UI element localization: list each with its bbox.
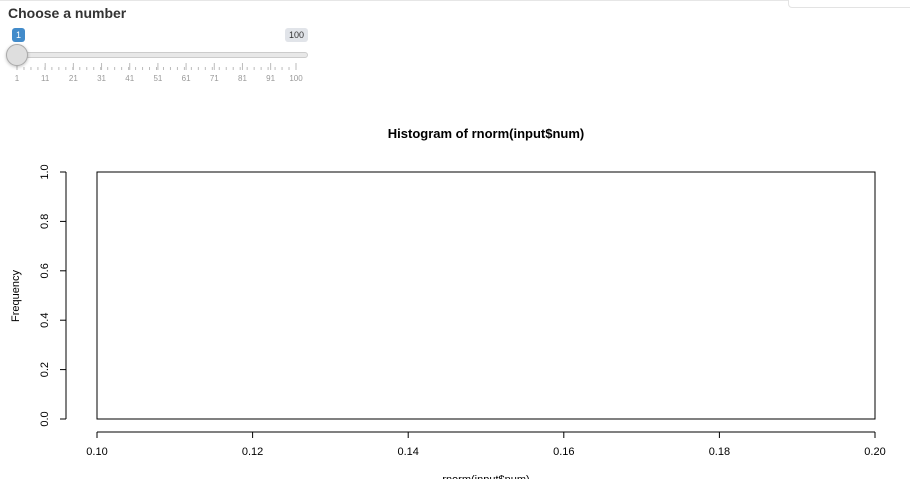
slider-tick-label: 71	[210, 74, 219, 83]
top-divider	[0, 0, 910, 1]
slider-tick-label: 11	[41, 74, 50, 83]
slider-tick-label: 81	[238, 74, 247, 83]
slider-tick-label: 41	[125, 74, 134, 83]
slider-value-badge: 1	[12, 28, 26, 42]
x-tick-label: 0.14	[397, 446, 418, 458]
slider-tick-label: 21	[69, 74, 78, 83]
number-slider[interactable]: 1 100 1 11 21 31 41 51 61 71 81 91 100	[0, 26, 320, 90]
x-tick-label: 0.18	[709, 446, 730, 458]
histogram-bar	[96, 171, 876, 420]
y-tick-label: 0.8	[39, 214, 51, 229]
y-tick-label: 0.4	[39, 313, 51, 328]
slider-input-label: Choose a number	[8, 5, 127, 21]
y-tick-label: 0.0	[39, 411, 51, 426]
histogram-chart: Histogram of rnorm(input$num) 0.10 0.12 0.1…	[10, 126, 886, 479]
y-tick-label: 1.0	[39, 164, 51, 179]
x-tick-label: 0.16	[553, 446, 574, 458]
slider-tick-label: 1	[15, 74, 20, 83]
slider-tick-label: 51	[153, 74, 162, 83]
x-tick-label: 0.12	[242, 446, 263, 458]
slider-max-badge: 100	[285, 28, 309, 42]
slider-tick-label: 61	[182, 74, 191, 83]
slider-tick-label: 100	[289, 74, 303, 83]
chart-title: Histogram of rnorm(input$num)	[388, 126, 584, 141]
x-tick-label: 0.20	[864, 446, 885, 458]
x-tick-label: 0.10	[86, 446, 107, 458]
y-axis-label: Frequency	[10, 270, 22, 322]
top-right-panel	[788, 0, 910, 8]
slider-handle[interactable]	[6, 44, 28, 66]
slider-tick-label: 31	[97, 74, 106, 83]
y-tick-label: 0.6	[39, 263, 51, 278]
x-axis-label: rnorm(input$num)	[442, 474, 529, 479]
slider-tick-label: 91	[266, 74, 275, 83]
y-tick-label: 0.2	[39, 362, 51, 377]
slider-tick-grid: 1 11 21 31 41 51 61 71 81 91 100	[15, 63, 303, 83]
